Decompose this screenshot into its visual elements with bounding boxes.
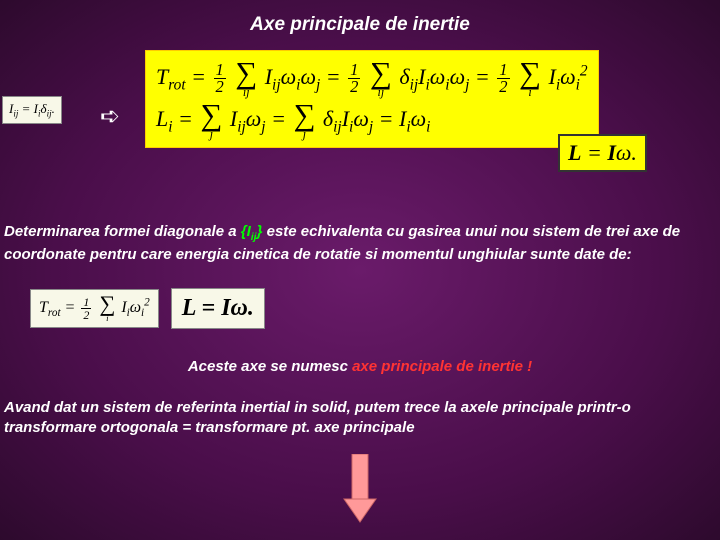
paragraph-transform: Avand dat un sistem de referinta inertia…	[4, 398, 710, 437]
formula-row: Trot = 12 ∑i Iiωi2 L = Iω.	[30, 288, 265, 329]
formula-main-block: Trot = 12 ∑ij Iijωiωj = 12 ∑ij δijIiωiωj…	[145, 50, 599, 148]
page-title: Axe principale de inertie	[0, 0, 720, 36]
para1-pre: Determinarea formei diagonale a	[4, 223, 241, 240]
formula-trot-expanded: Trot = 12 ∑ij Iijωiωj = 12 ∑ij δijIiωiωj…	[156, 57, 588, 99]
paragraph-diagonal: Determinarea formei diagonale a {Iij} es…	[4, 222, 710, 264]
formula-delta: Iij = Iiδij.	[2, 96, 62, 124]
para2-pre: Aceste axe se numesc	[188, 358, 352, 375]
formula-trot-simple: Trot = 12 ∑i Iiωi2	[30, 289, 159, 327]
arrow-right-icon: ➪	[100, 102, 120, 131]
formula-angular-momentum: Li = ∑j Iijωj = ∑j δijIiωj = Iiωi	[156, 99, 588, 141]
para1-highlight: {Iij}	[241, 223, 263, 240]
formula-L-boxed: L = Iω.	[558, 134, 647, 172]
paragraph-axes-name: Aceste axe se numesc axe principale de i…	[0, 358, 720, 375]
para2-highlight: axe principale de inertie !	[352, 358, 532, 375]
formula-L-simple: L = Iω.	[171, 288, 265, 329]
arrow-down-icon	[340, 454, 380, 524]
